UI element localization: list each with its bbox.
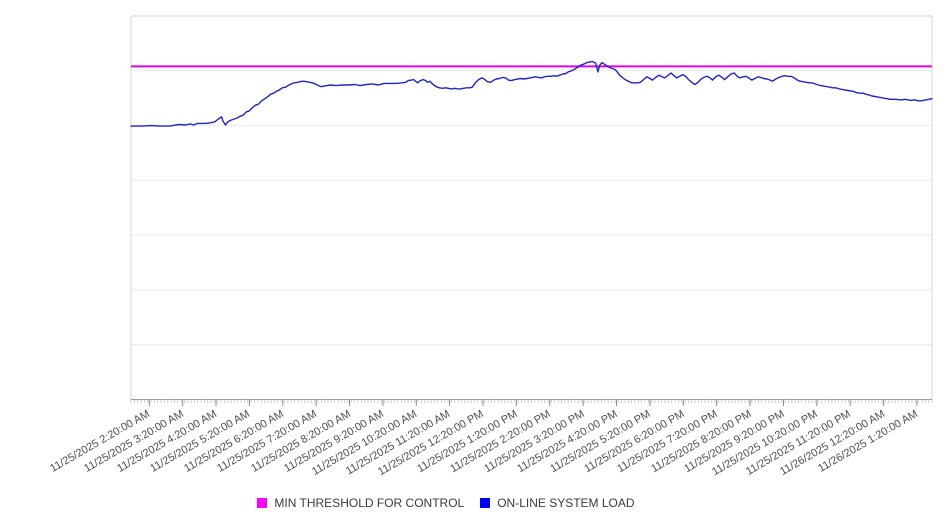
min-threshold-swatch-icon: [257, 498, 268, 508]
legend-item-min-threshold[interactable]: MIN THRESHOLD FOR CONTROL: [257, 496, 464, 510]
legend-item-online-system-load[interactable]: ON-LINE SYSTEM LOAD: [480, 496, 635, 510]
online-system-load-swatch-icon: [480, 498, 491, 508]
legend-label-online-system-load: ON-LINE SYSTEM LOAD: [497, 496, 635, 510]
legend-label-min-threshold: MIN THRESHOLD FOR CONTROL: [274, 496, 465, 510]
chart-legend: MIN THRESHOLD FOR CONTROL ON-LINE SYSTEM…: [0, 496, 892, 510]
online-system-load-line: [130, 60, 933, 127]
